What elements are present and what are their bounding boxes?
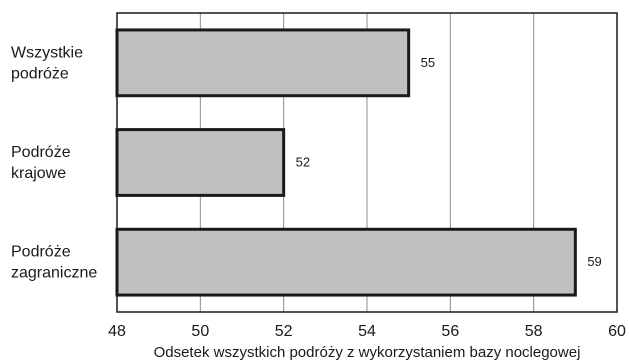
- category-label: Wszystkie podróże: [11, 44, 83, 82]
- category-label: Podróże krajowe: [11, 144, 71, 182]
- x-tick-label: 52: [275, 323, 293, 340]
- x-tick-label: 56: [441, 323, 459, 340]
- bar: [115, 28, 411, 98]
- data-label: 59: [587, 254, 601, 269]
- bar: [115, 128, 286, 197]
- x-tick-label: 60: [608, 323, 626, 340]
- bars: [115, 28, 577, 297]
- bar: [115, 227, 577, 297]
- x-tick-label: 54: [358, 323, 376, 340]
- data-label: 55: [421, 55, 435, 70]
- category-labels: Wszystkie podróże Podróże krajowe Podróże zag…: [11, 44, 97, 281]
- x-tick-label: 50: [191, 323, 209, 340]
- category-label: Podróże zagraniczne: [11, 244, 97, 282]
- data-labels: 55 52 59: [296, 55, 602, 269]
- data-label: 52: [296, 155, 310, 170]
- x-tick-labels: 48 50 52 54 56 58 60: [108, 323, 626, 340]
- x-tick-label: 48: [108, 323, 126, 340]
- x-tick-label: 58: [525, 323, 543, 340]
- plot-frame: [116, 12, 618, 313]
- x-axis-title: Odsetek wszystkich podróży z wykorzystan…: [154, 344, 581, 361]
